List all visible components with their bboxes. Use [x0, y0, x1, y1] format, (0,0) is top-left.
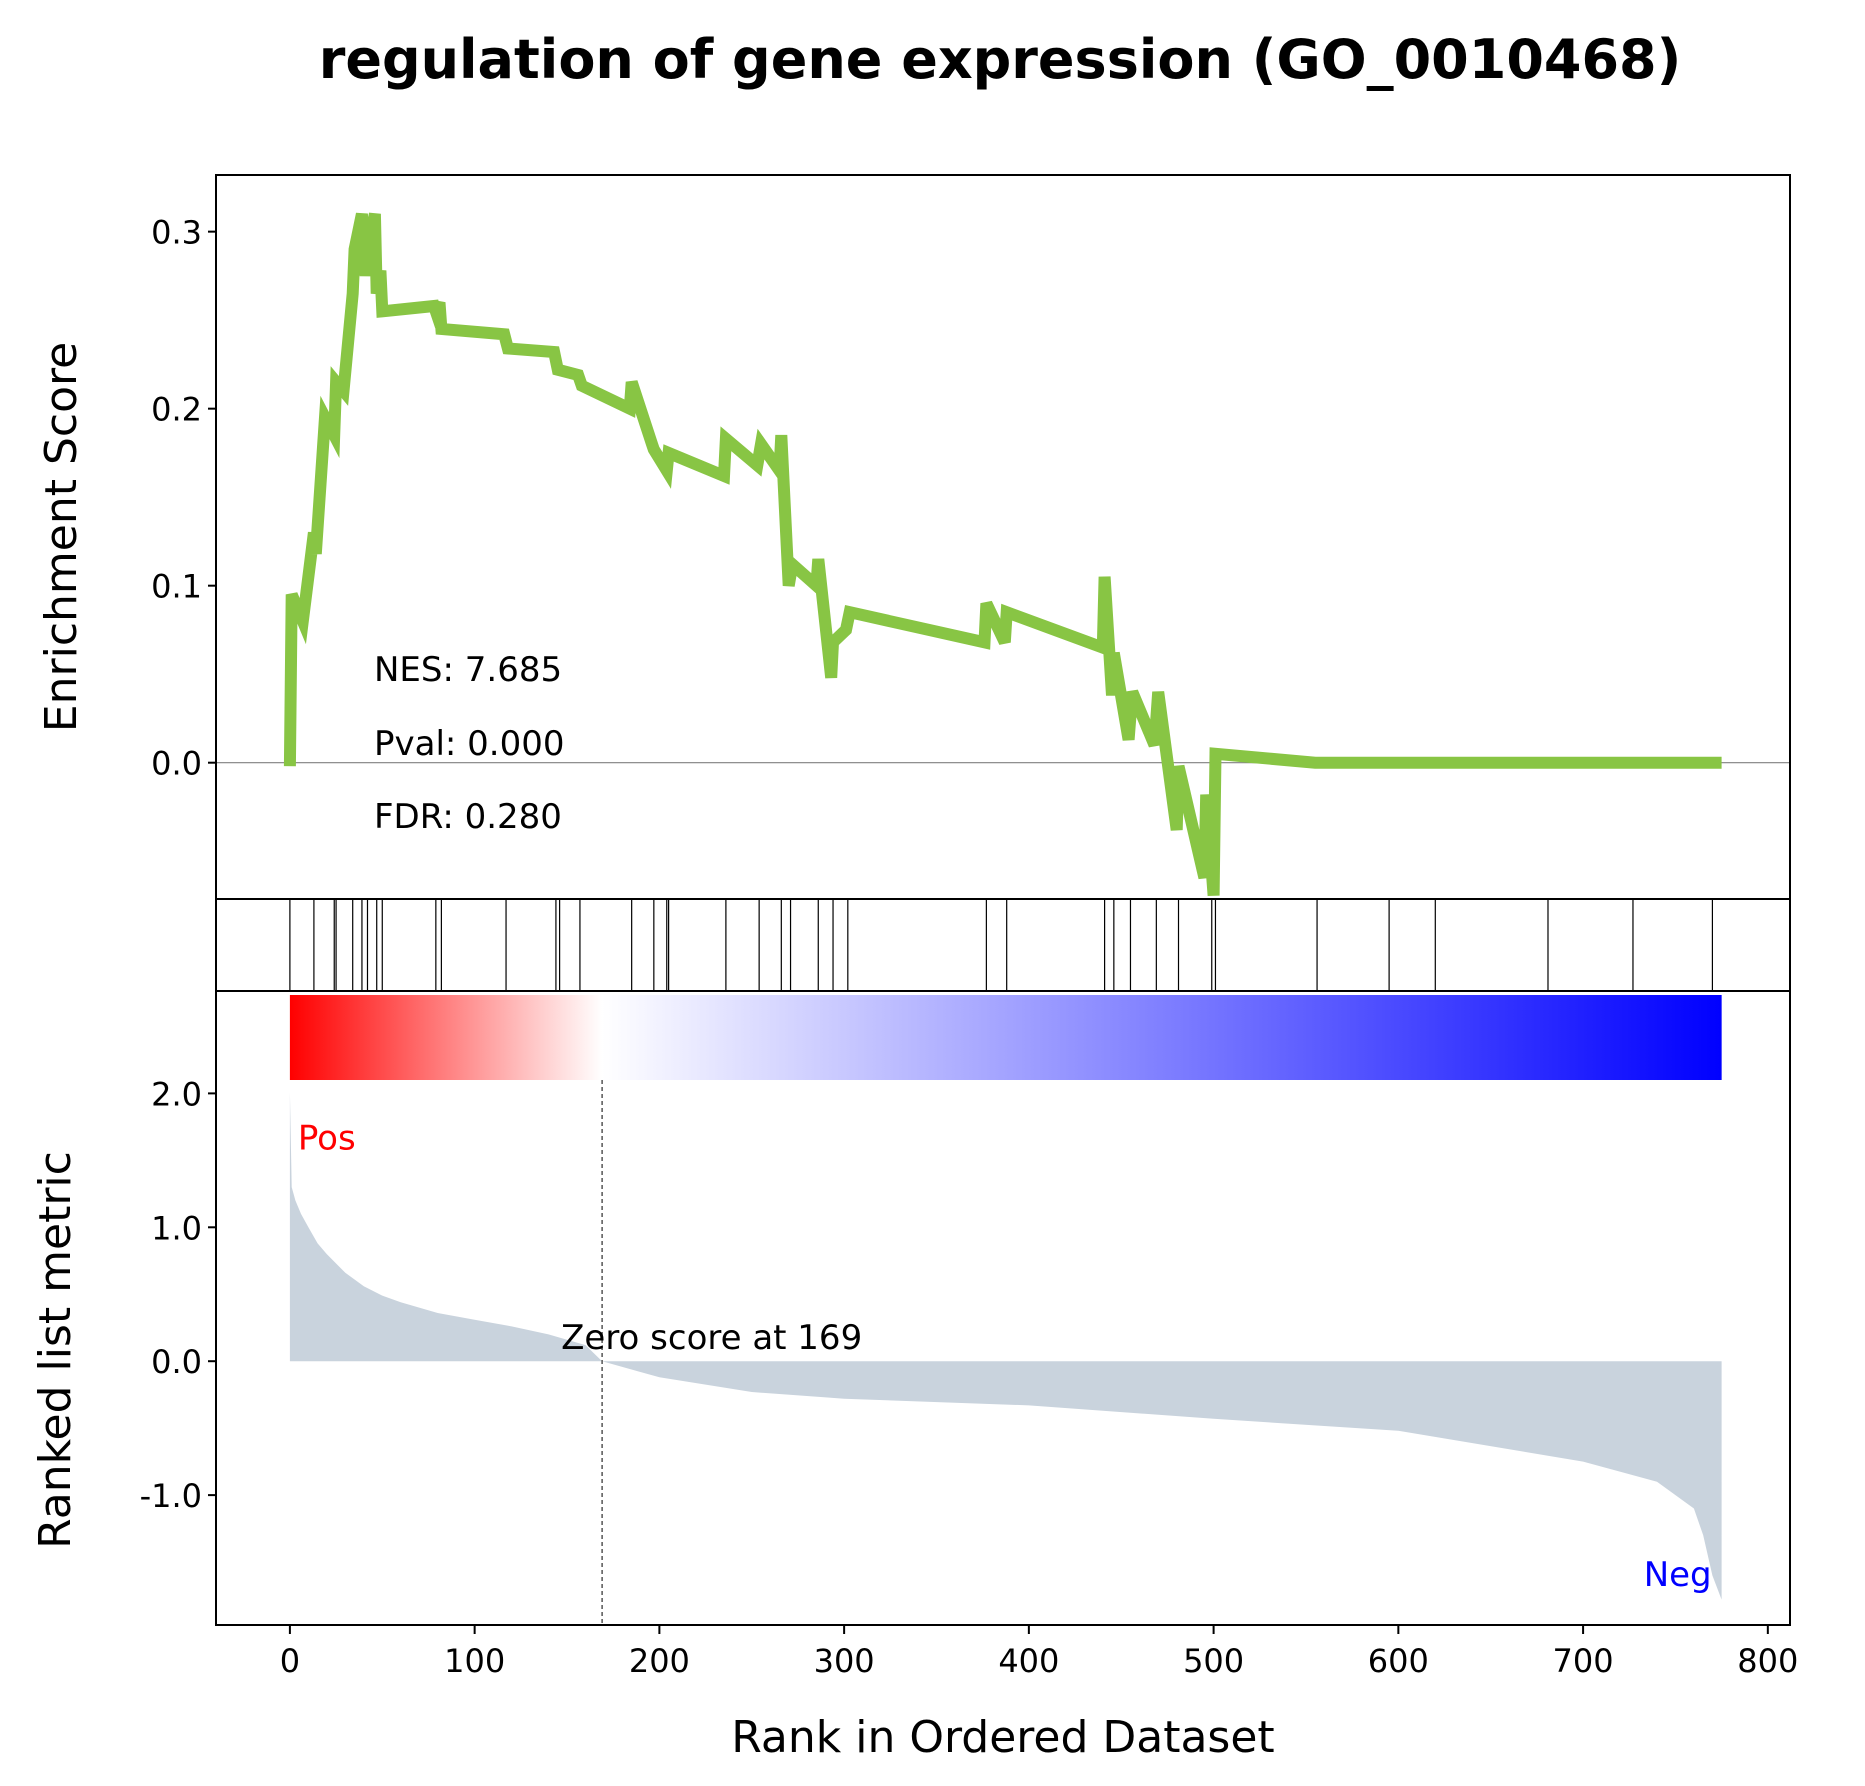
rank-y-tick-label: 0.0	[151, 1343, 202, 1381]
x-tick-label: 200	[629, 1642, 690, 1680]
x-tick-label: 100	[444, 1642, 505, 1680]
es-y-tick-label: 0.3	[151, 214, 202, 252]
chart-title: regulation of gene expression (GO_001046…	[319, 28, 1682, 91]
x-axis-label: Rank in Ordered Dataset	[731, 1712, 1274, 1763]
es-y-tick-label: 0.2	[151, 391, 202, 429]
ranked-metric-area	[289, 1092, 1722, 1600]
rank-y-tick-label: 1.0	[151, 1209, 202, 1247]
stat-nes: NES: 7.685	[374, 650, 562, 690]
x-tick-label: 400	[998, 1642, 1059, 1680]
es-y-tick-label: 0.0	[151, 745, 202, 783]
enrichment-panel: 0.0 0.1 0.2 0.3 NES: 7.685 Pval: 0.000 FDR:…	[36, 174, 1791, 900]
x-tick-label: 300	[814, 1642, 875, 1680]
x-tick-label: 800	[1737, 1642, 1798, 1680]
rank-y-tick-label: -1.0	[140, 1477, 202, 1515]
hits-panel	[215, 898, 1791, 992]
rank-y-axis-label: Ranked list metric	[30, 1151, 81, 1549]
x-tick-label: 500	[1183, 1642, 1244, 1680]
stat-fdr: FDR: 0.280	[374, 797, 562, 837]
x-axis-ticks: 0 100 200 300 400 500 600 700 800	[280, 1625, 1798, 1680]
stat-pval: Pval: 0.000	[374, 724, 565, 764]
rank-heatmap	[289, 995, 1722, 1080]
es-panel-frame	[215, 174, 1791, 900]
hits-panel-frame	[215, 898, 1791, 992]
es-y-ticks: 0.0 0.1 0.2 0.3	[151, 214, 216, 783]
es-y-axis-label: Enrichment Score	[36, 342, 87, 732]
hit-lines	[289, 899, 1714, 991]
x-tick-label: 600	[1368, 1642, 1429, 1680]
rank-y-ticks: 2.0 1.0 0.0 -1.0	[140, 1075, 216, 1515]
x-tick-label: 700	[1553, 1642, 1614, 1680]
zero-cross-label: Zero score at 169	[561, 1318, 862, 1358]
ranked-panel-frame	[215, 990, 1791, 1626]
neg-label: Neg	[1644, 1555, 1712, 1595]
x-tick-label: 0	[280, 1642, 300, 1680]
pos-label: Pos	[298, 1119, 356, 1159]
ranked-panel: Zero score at 169 Pos Neg 2.01.00.0-1.0 …	[30, 990, 1791, 1626]
es-line	[283, 212, 1722, 896]
es-y-tick-label: 0.1	[151, 568, 202, 606]
rank-y-tick-label: 2.0	[151, 1075, 202, 1113]
